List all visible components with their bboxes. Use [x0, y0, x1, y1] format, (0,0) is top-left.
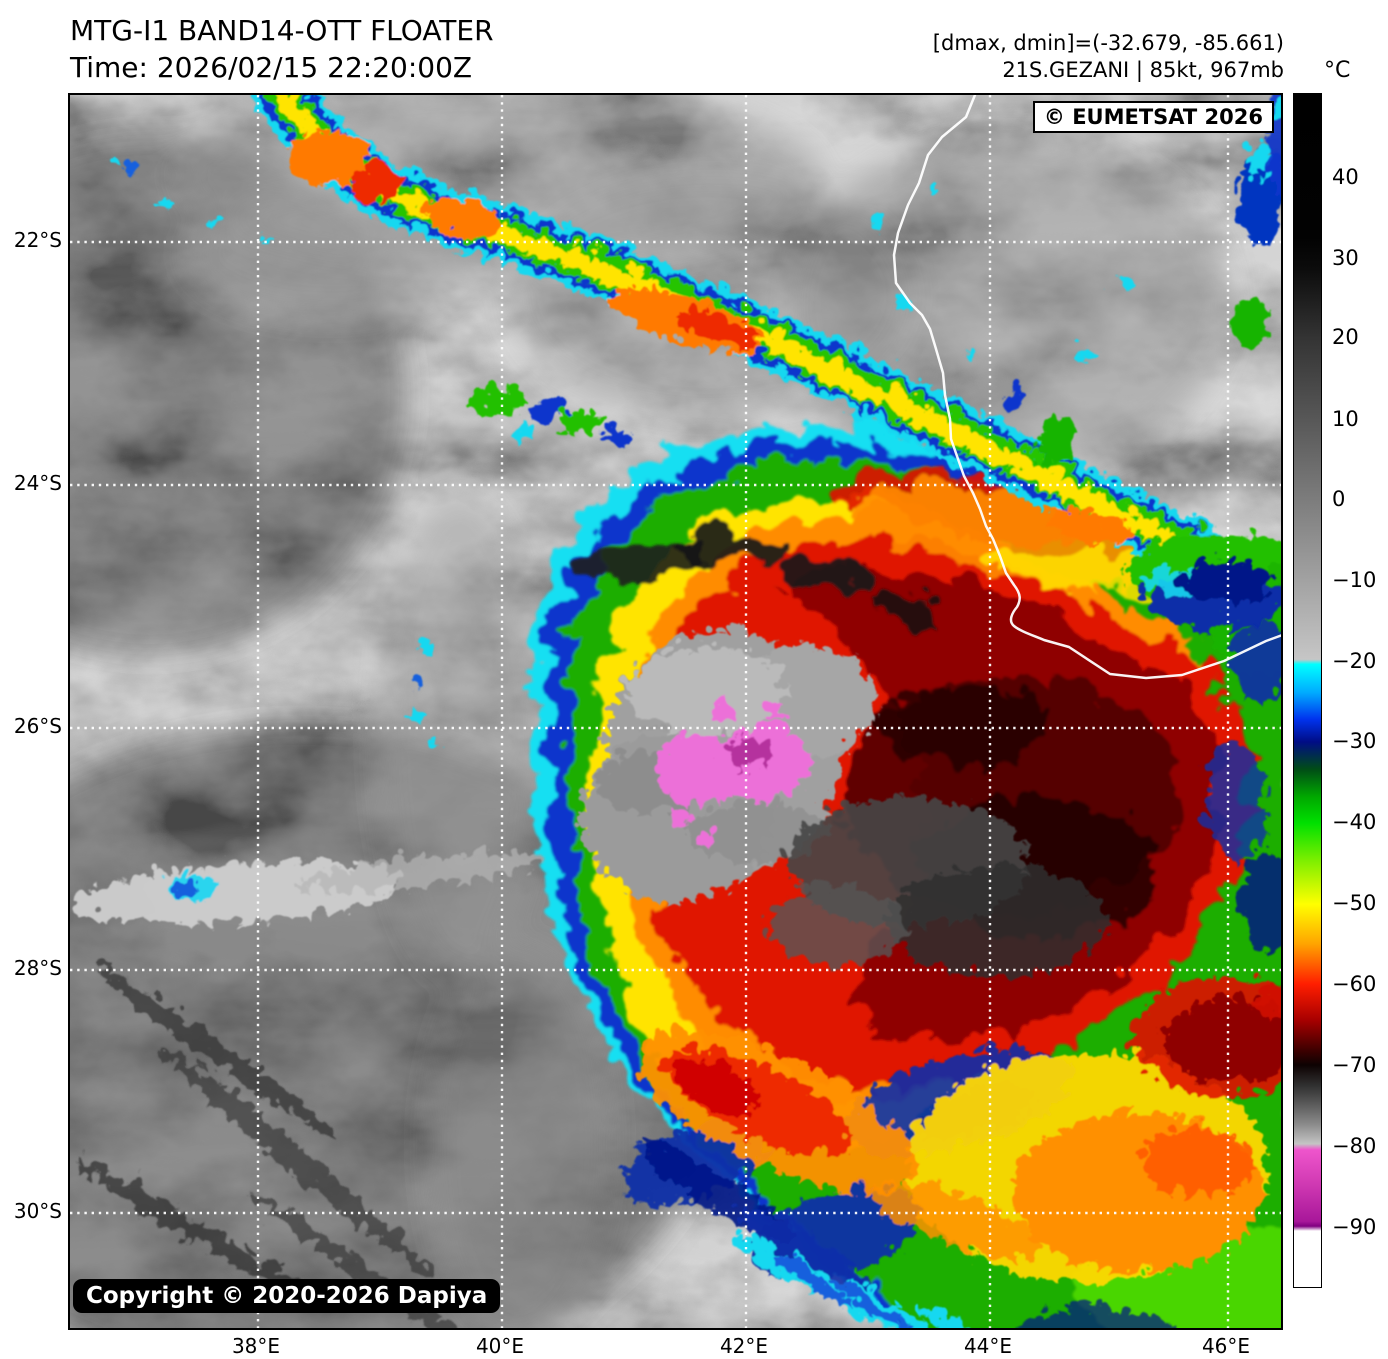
storm-info: 21S.GEZANI | 85kt, 967mb [1002, 58, 1284, 82]
temperature-colorbar [1293, 93, 1322, 1288]
lon-label: 42°E [719, 1334, 769, 1358]
lon-label: 44°E [963, 1334, 1013, 1358]
colorbar-tick: 0 [1332, 487, 1346, 511]
lat-label: 26°S [13, 714, 62, 738]
page-title: MTG-I1 BAND14-OTT FLOATER Time: 2026/02/1… [70, 12, 494, 86]
colorbar-tick: −70 [1332, 1053, 1377, 1077]
scattered-cold-cloud-spots [103, 95, 1281, 739]
lat-label: 22°S [13, 228, 62, 252]
coastline [892, 95, 1281, 680]
colorbar-tick: 30 [1332, 246, 1359, 270]
satellite-map: © EUMETSAT 2026 Copyright © 2020-2026 Da… [68, 93, 1283, 1330]
convective-band [243, 95, 1281, 670]
colorbar-tick: −30 [1332, 729, 1377, 753]
colorbar-tick: 40 [1332, 165, 1359, 189]
colorbar-tick: 10 [1332, 407, 1359, 431]
colorbar-unit-label: °C [1324, 58, 1351, 83]
colorbar-tick: −50 [1332, 891, 1377, 915]
colorbar-tick: −10 [1332, 568, 1377, 592]
eumetsat-badge: © EUMETSAT 2026 [1032, 101, 1274, 133]
colorbar-tick: −80 [1332, 1134, 1377, 1158]
colorbar-tick: 20 [1332, 325, 1359, 349]
colorbar-tick: −60 [1332, 972, 1377, 996]
cyclone-eye-region [575, 623, 1100, 970]
product-title: MTG-I1 BAND14-OTT FLOATER [70, 14, 494, 47]
timestamp: Time: 2026/02/15 22:20:00Z [70, 51, 473, 84]
lon-label: 46°E [1201, 1334, 1251, 1358]
dmax-dmin-readout: [dmax, dmin]=(-32.679, -85.661) [932, 31, 1284, 55]
graticule [70, 95, 1281, 1328]
lat-label: 30°S [13, 1199, 62, 1223]
lon-label: 40°E [475, 1334, 525, 1358]
lat-label: 28°S [13, 956, 62, 980]
copyright-badge: Copyright © 2020-2026 Dapiya [73, 1279, 501, 1313]
colorbar-tick: −40 [1332, 810, 1377, 834]
satellite-image [70, 95, 1281, 1328]
southeast-outflow-details [613, 615, 1281, 1328]
lat-label: 24°S [13, 471, 62, 495]
lon-label: 38°E [231, 1334, 281, 1358]
colorbar-tick: −20 [1332, 649, 1377, 673]
colorbar-tick: −90 [1332, 1215, 1377, 1239]
storm-readout: [dmax, dmin]=(-32.679, -85.661) 21S.GEZA… [933, 30, 1284, 84]
